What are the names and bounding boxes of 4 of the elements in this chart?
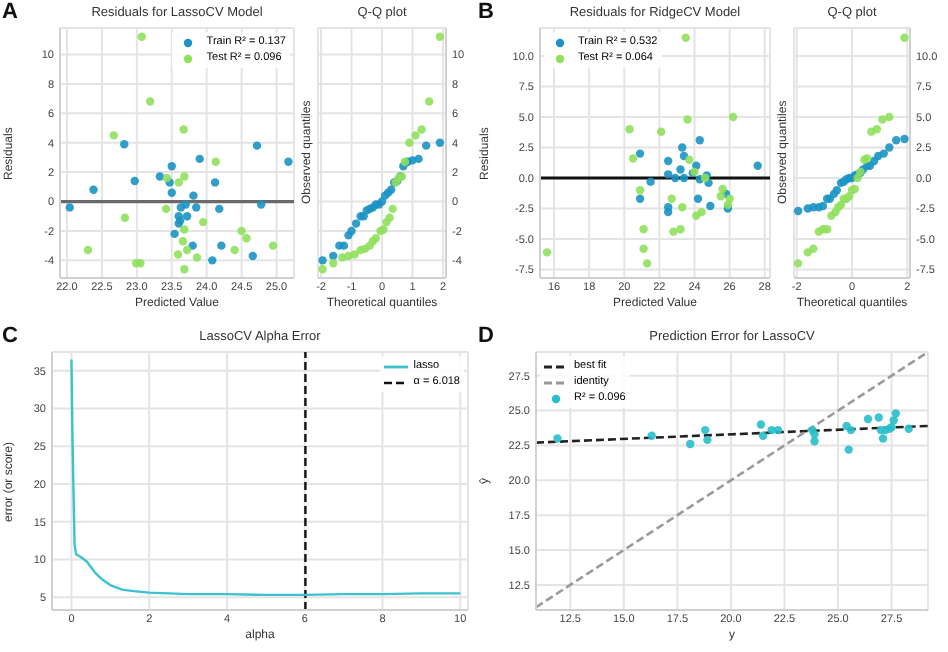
text: B <box>478 0 494 24</box>
text: D <box>478 324 494 348</box>
text: A <box>2 0 18 24</box>
text: C <box>2 324 18 348</box>
